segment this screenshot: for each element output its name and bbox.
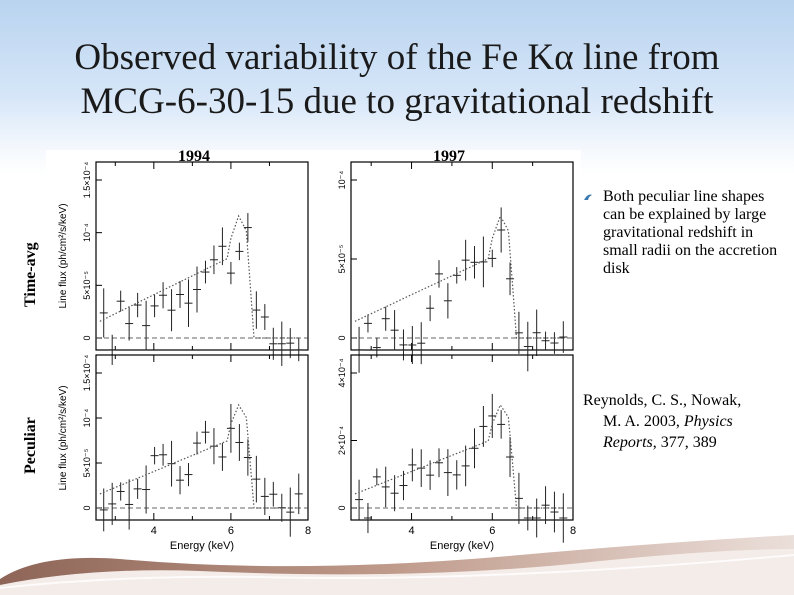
panel-frame	[95, 161, 309, 351]
spectra-plot-grid: 0 5×10⁻⁵ 10⁻⁴ 1.5×10⁻⁴ 0 5×10⁻⁵ 10⁻⁴ 0 5×10⁻⁵ 10⁻…	[58, 161, 576, 552]
slide-title: Observed variability of the Fe Kα line f…	[0, 36, 794, 124]
title-line-1: Observed variability of the Fe Kα line f…	[74, 37, 720, 78]
spectrum-panel-3	[95, 354, 309, 537]
y-tick-label: 1.5×10⁻⁴	[82, 162, 92, 199]
x-tick-label: 8	[570, 525, 576, 537]
x-tick-label: 4	[151, 525, 157, 537]
y-tick-label: 5×10⁻⁵	[82, 448, 92, 477]
panel-frame	[95, 354, 309, 521]
x-axis-label: Energy (keV)	[170, 540, 234, 552]
row-label-peculiar: Peculiar	[22, 417, 39, 474]
y-tick-label: 0	[82, 335, 92, 340]
x-tick-label: 6	[489, 525, 495, 537]
spectrum-panel-4	[350, 354, 574, 543]
reference-journal: Physics Reports	[603, 413, 733, 451]
spectrum-panel-2	[350, 161, 574, 373]
y-tick-label: 0	[337, 505, 347, 510]
reference-authors-cont: M. A. 2003,	[603, 413, 684, 430]
y-tick-label: 5×10⁻⁵	[337, 244, 347, 273]
reference-volume-pages: , 377, 389	[652, 434, 717, 451]
panel-frame	[350, 161, 574, 351]
column-label-1994: 1994	[178, 148, 210, 165]
spectra-figure: 0 5×10⁻⁵ 10⁻⁴ 1.5×10⁻⁴ 0 5×10⁻⁵ 10⁻⁴ 0 5×10⁻⁵ 10⁻…	[46, 150, 581, 557]
y-axis-label: Line flux (ph/cm²/s/keV)	[58, 203, 69, 308]
y-tick-label: 5×10⁻⁵	[82, 271, 92, 300]
title-line-2: MCG-6-30-15 due to gravitational redshif…	[80, 81, 714, 122]
y-tick-label: 1.5×10⁻⁴	[82, 355, 92, 392]
x-tick-label: 6	[228, 525, 234, 537]
x-axis-label: Energy (keV)	[430, 540, 494, 552]
column-label-1997: 1997	[433, 148, 465, 165]
model-curve	[99, 403, 301, 509]
slide-background	[0, 0, 794, 175]
model-curve	[354, 403, 565, 509]
model-curve	[354, 214, 565, 339]
bullet-point: Both peculiar line shapes can be explain…	[583, 188, 783, 278]
y-tick-label: 10⁻⁴	[82, 223, 92, 242]
model-curve	[99, 214, 301, 339]
row-label-time-avg: Time-avg	[22, 242, 39, 307]
y-tick-label: 10⁻⁴	[82, 409, 92, 428]
y-tick-label: 0	[82, 505, 92, 510]
y-axis-label: Line flux (ph/cm²/s/keV)	[58, 385, 69, 490]
reference-citation: Reynolds, C. S., Nowak, M. A. 2003, Phys…	[583, 390, 788, 453]
y-tick-label: 10⁻⁴	[337, 171, 347, 190]
reference-details: M. A. 2003, Physics Reports, 377, 389	[583, 411, 788, 453]
spectrum-panel-1	[95, 161, 309, 366]
reference-authors: Reynolds, C. S., Nowak,	[583, 392, 742, 409]
y-tick-label: 0	[337, 335, 347, 340]
decorative-wave-footer	[0, 535, 794, 595]
y-tick-label: 2×10⁻⁴	[337, 426, 347, 455]
bullet-icon	[584, 194, 592, 200]
bullet-text: Both peculiar line shapes can be explain…	[603, 188, 778, 277]
y-tick-label: 4×10⁻⁴	[337, 358, 347, 387]
x-tick-label: 4	[408, 525, 414, 537]
panel-frame	[350, 354, 574, 521]
x-tick-label: 8	[305, 525, 311, 537]
